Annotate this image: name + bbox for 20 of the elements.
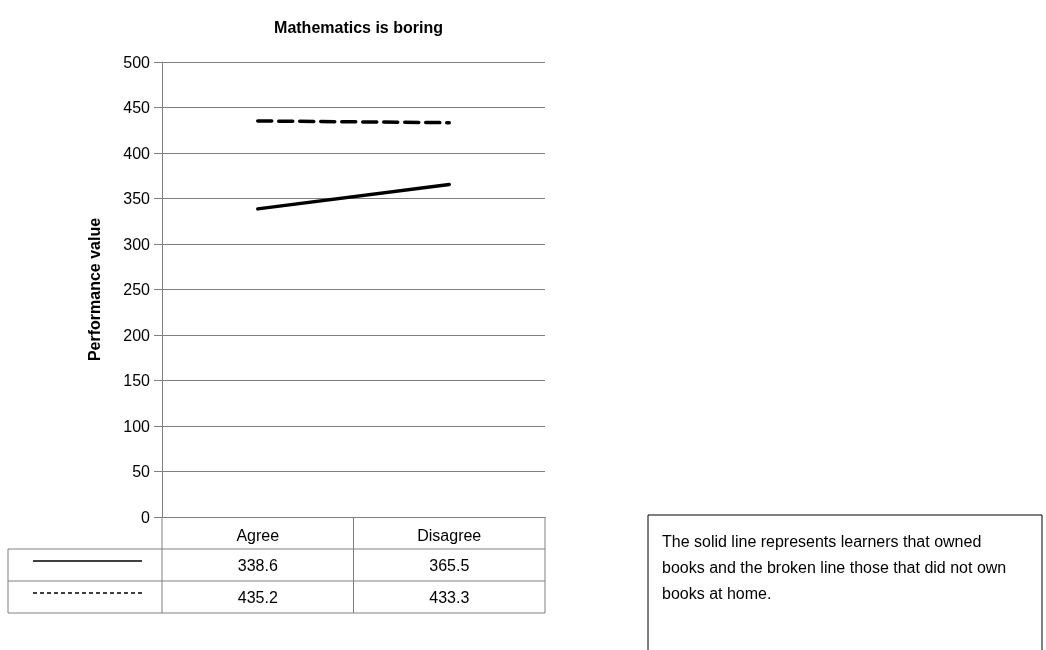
x-tick-label: Agree bbox=[236, 526, 280, 544]
y-tick-label: 100 bbox=[123, 417, 151, 435]
x-tick-label: Disagree bbox=[417, 526, 482, 544]
y-tick-label: 450 bbox=[123, 99, 151, 116]
y-axis-title: Performance value bbox=[85, 217, 103, 362]
y-tick-label: 500 bbox=[123, 53, 151, 71]
chart-title: Mathematics is boring bbox=[274, 18, 443, 36]
y-tick-label: 300 bbox=[123, 235, 151, 253]
y-tick-label: 400 bbox=[123, 144, 151, 162]
y-tick-label: 0 bbox=[141, 508, 151, 526]
y-tick-label: 250 bbox=[123, 281, 151, 298]
data-label: 365.5 bbox=[429, 556, 470, 574]
data-label: 338.6 bbox=[237, 556, 278, 574]
y-tick-label: 50 bbox=[132, 463, 151, 480]
y-tick-label: 200 bbox=[123, 326, 151, 344]
y-tick-label: 350 bbox=[123, 190, 151, 207]
y-tick-label: 150 bbox=[123, 372, 151, 389]
data-label: 433.3 bbox=[429, 588, 470, 606]
data-label: 435.2 bbox=[237, 588, 278, 606]
text: The solid line represents learners that owned books and the broken line those that did not own books at home. bbox=[662, 532, 1011, 602]
